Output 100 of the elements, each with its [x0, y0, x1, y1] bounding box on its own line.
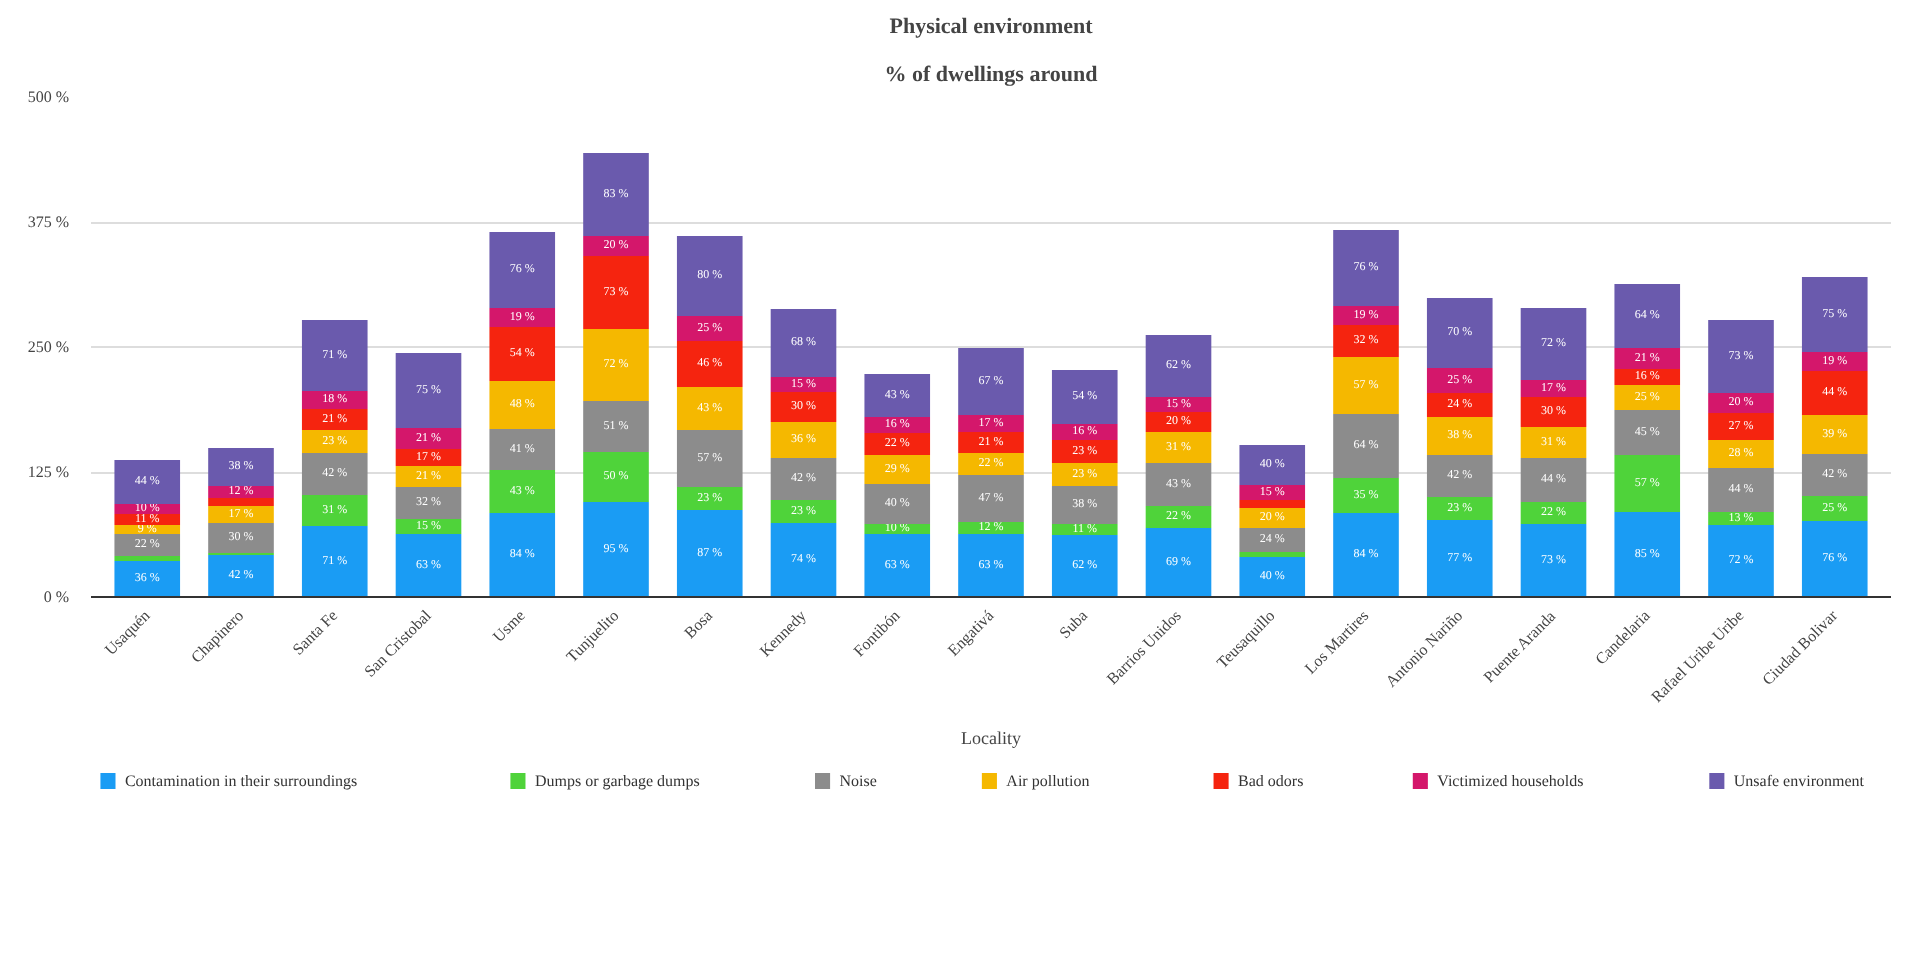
- bar: [1333, 414, 1399, 478]
- legend-label: Dumps or garbage dumps: [534, 772, 700, 790]
- bar: [1520, 308, 1587, 380]
- bar: [1614, 385, 1681, 410]
- bar: [489, 470, 556, 513]
- bar: [208, 555, 274, 597]
- bar: [1239, 557, 1306, 597]
- legend-label: Unsafe environment: [1733, 772, 1866, 790]
- y-tick-label: 375 %: [27, 213, 70, 231]
- bar: [676, 316, 743, 341]
- bar: [1520, 458, 1587, 502]
- bar: [489, 232, 556, 308]
- bar: [395, 449, 462, 466]
- bar: [770, 422, 837, 458]
- bar: [1333, 306, 1399, 325]
- bar: [489, 381, 556, 429]
- bar: [1708, 320, 1774, 393]
- bar: [489, 327, 556, 381]
- bar: [1426, 368, 1493, 393]
- bar: [1239, 528, 1306, 552]
- bar: [1239, 445, 1306, 485]
- bar: [676, 341, 743, 387]
- bar: [1801, 371, 1868, 415]
- bar: [301, 453, 368, 495]
- bar: [1426, 520, 1493, 597]
- bar: [301, 320, 368, 391]
- bar: [395, 487, 462, 519]
- bar: [1051, 370, 1118, 424]
- bar: [1426, 455, 1493, 497]
- bar: [301, 495, 368, 526]
- bar: [1801, 454, 1868, 496]
- bar: [1145, 432, 1212, 463]
- bar: [114, 534, 181, 556]
- bar: [1614, 410, 1681, 455]
- bar: [1145, 528, 1212, 597]
- bar: [1520, 502, 1587, 524]
- bar: [1708, 393, 1774, 413]
- bar: [1333, 357, 1399, 414]
- bar: [1520, 380, 1587, 397]
- y-tick-label: 125 %: [27, 463, 70, 481]
- x-axis-title: Locality: [961, 728, 1022, 749]
- bar: [1333, 513, 1399, 597]
- bar: [958, 432, 1024, 453]
- legend-label: Air pollution: [1006, 772, 1090, 790]
- legend-label: Bad odors: [1238, 772, 1304, 790]
- legend-label: Victimized households: [1437, 772, 1584, 790]
- bar: [770, 523, 837, 597]
- bar: [489, 513, 556, 597]
- bar: [1708, 468, 1774, 512]
- bar: [1520, 524, 1587, 597]
- bar: [395, 353, 462, 428]
- bar: [1051, 424, 1118, 440]
- bar: [676, 510, 743, 597]
- bar: [583, 153, 649, 236]
- bar: [1801, 521, 1868, 597]
- bar: [208, 448, 274, 486]
- y-tick-label: 250 %: [27, 338, 70, 356]
- bar: [1708, 525, 1774, 597]
- bar: [301, 430, 368, 453]
- bar: [958, 348, 1024, 415]
- bar: [676, 430, 743, 487]
- bar: [301, 391, 368, 409]
- bar: [583, 401, 649, 452]
- bar: [301, 526, 368, 597]
- bar: [208, 523, 274, 553]
- bar: [864, 374, 931, 417]
- bar: [1708, 413, 1774, 440]
- bar: [770, 458, 837, 500]
- bar: [583, 329, 649, 401]
- bar: [864, 433, 931, 455]
- bar: [1426, 497, 1493, 520]
- bar: [395, 466, 462, 487]
- y-tick-label: 0 %: [43, 588, 70, 606]
- bar: [1145, 463, 1212, 506]
- bar: [676, 236, 743, 316]
- bar: [1333, 230, 1399, 306]
- bar: [1614, 512, 1681, 597]
- bar: [1614, 348, 1681, 369]
- bar: [770, 392, 837, 422]
- bar: [958, 475, 1024, 522]
- bar: [1051, 535, 1118, 597]
- bar: [676, 487, 743, 510]
- x-tick-label: Bosa: [680, 606, 717, 642]
- chart-title: Physical environment: [889, 15, 1094, 39]
- chart-subtitle: % of dwellings around: [884, 63, 1098, 87]
- bar: [114, 460, 181, 504]
- y-tick-label: 500 %: [27, 88, 70, 106]
- bar: [1333, 325, 1399, 357]
- bar: [395, 428, 462, 449]
- bar: [958, 453, 1024, 475]
- bar: [676, 387, 743, 430]
- bar: [1801, 415, 1868, 454]
- bar: [958, 415, 1024, 432]
- bar: [770, 500, 837, 523]
- bar: [1051, 463, 1118, 486]
- bar: [489, 429, 556, 470]
- bar: [395, 534, 462, 597]
- bar: [770, 309, 837, 377]
- legend-label: Contamination in their surroundings: [124, 772, 358, 790]
- bar: [1614, 284, 1681, 348]
